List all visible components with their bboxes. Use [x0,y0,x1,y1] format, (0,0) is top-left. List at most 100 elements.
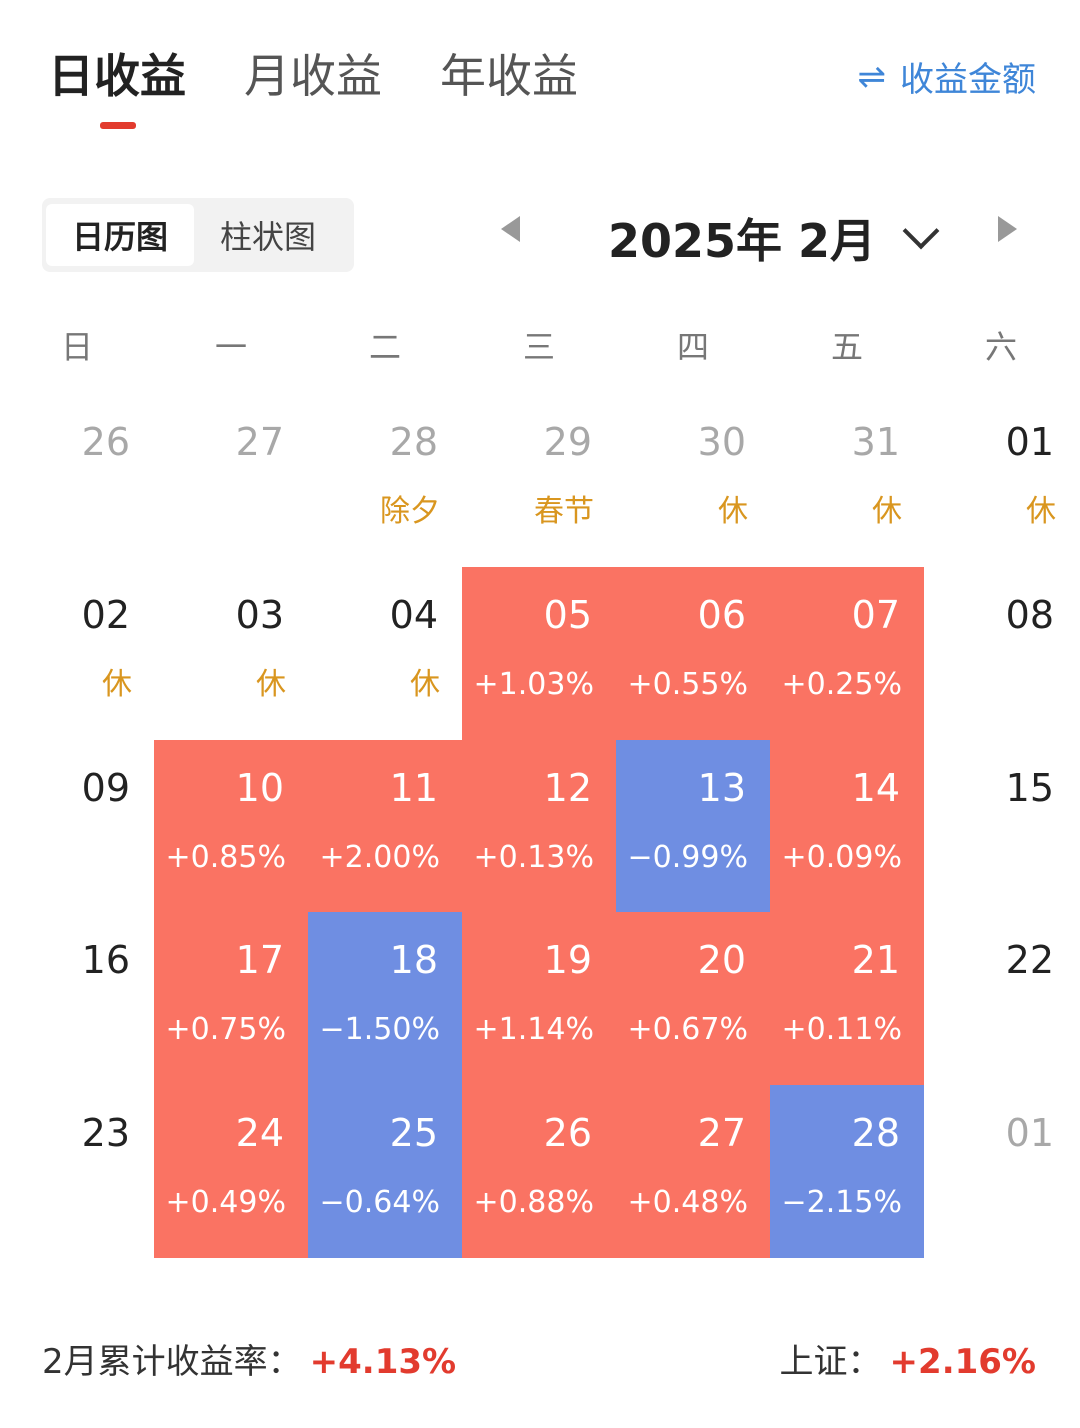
calendar-day-cell[interactable]: 06 +0.55% [616,567,770,740]
calendar-day-cell[interactable]: 22 [924,912,1078,1085]
shanghai-index-return: 上证： +2.16% [780,1334,1036,1383]
holiday-label: 休 [872,494,902,529]
daily-return-value: +1.03% [473,667,594,702]
calendar-day-cell[interactable]: 27 +0.48% [616,1085,770,1258]
day-number: 06 [697,593,746,637]
chevron-down-icon [902,212,940,250]
day-number: 15 [1005,766,1054,810]
calendar-day-cell[interactable]: 23 [0,1085,154,1258]
calendar-day-cell[interactable]: 03 休 [154,567,308,740]
daily-return-value: +0.49% [165,1185,286,1220]
calendar-day-cell[interactable]: 21 +0.11% [770,912,924,1085]
day-number: 28 [389,420,438,464]
calendar-day-cell[interactable]: 15 [924,740,1078,913]
day-number: 12 [543,766,592,810]
bar-chart-view-button[interactable]: 柱状图 [219,218,316,256]
calendar-day-cell[interactable]: 19 +1.14% [462,912,616,1085]
summary-footer: 2月累计收益率： +4.13% 上证： +2.16% [42,1334,1036,1384]
day-number: 28 [851,1111,900,1155]
index-return-value: +2.16% [889,1342,1036,1382]
daily-return-value: −2.15% [781,1185,902,1220]
calendar-day-cell[interactable]: 24 +0.49% [154,1085,308,1258]
calendar-day-cell[interactable]: 26 [0,394,154,567]
return-amount-label: 收益金额 [900,60,1036,100]
day-number: 02 [81,593,130,637]
calendar-day-cell[interactable]: 14 +0.09% [770,740,924,913]
tab-yearly-return[interactable]: 年收益 [440,49,578,103]
day-number: 27 [697,1111,746,1155]
daily-return-value: +0.85% [165,840,286,875]
day-number: 26 [543,1111,592,1155]
weekday-label: 二 [368,328,401,366]
calendar-day-cell[interactable]: 30 休 [616,394,770,567]
day-number: 23 [81,1111,130,1155]
day-number: 07 [851,593,900,637]
daily-return-value: +0.11% [781,1012,902,1047]
day-number: 14 [851,766,900,810]
daily-return-value: −1.50% [319,1012,440,1047]
daily-return-value: +0.48% [627,1185,748,1220]
daily-return-value: +0.09% [781,840,902,875]
day-number: 03 [235,593,284,637]
calendar-day-cell[interactable]: 12 +0.13% [462,740,616,913]
next-month-icon[interactable] [998,216,1017,242]
calendar-day-cell[interactable]: 09 [0,740,154,913]
daily-return-value: +0.67% [627,1012,748,1047]
holiday-label: 休 [102,667,132,702]
day-number: 16 [81,938,130,982]
calendar-day-cell[interactable]: 17 +0.75% [154,912,308,1085]
calendar-day-cell[interactable]: 25 −0.64% [308,1085,462,1258]
calendar-day-cell[interactable]: 20 +0.67% [616,912,770,1085]
holiday-label: 休 [1026,494,1056,529]
calendar-day-cell[interactable]: 04 休 [308,567,462,740]
calendar-day-cell[interactable]: 08 [924,567,1078,740]
day-number: 31 [851,420,900,464]
calendar-day-cell[interactable]: 01 休 [924,394,1078,567]
day-number: 09 [81,766,130,810]
calendar-day-cell[interactable]: 01 [924,1085,1078,1258]
calendar-day-cell[interactable]: 07 +0.25% [770,567,924,740]
holiday-label: 休 [718,494,748,529]
calendar-day-cell[interactable]: 10 +0.85% [154,740,308,913]
calendar-day-cell[interactable]: 02 休 [0,567,154,740]
daily-return-value: +0.75% [165,1012,286,1047]
return-amount-toggle[interactable]: ⇌ 收益金额 [858,52,1037,101]
tab-monthly-return[interactable]: 月收益 [244,49,382,103]
calendar-day-cell[interactable]: 18 −1.50% [308,912,462,1085]
calendar-day-cell[interactable]: 29 春节 [462,394,616,567]
weekday-label: 一 [214,328,247,366]
calendar-day-cell[interactable]: 31 休 [770,394,924,567]
calendar-day-cell[interactable]: 16 [0,912,154,1085]
index-return-label: 上证： [779,1342,882,1382]
calendar-day-cell[interactable]: 13 −0.99% [616,740,770,913]
month-return-value: +4.13% [309,1342,457,1382]
active-tab-indicator [100,122,136,129]
day-number: 21 [851,938,900,982]
daily-return-value: +0.55% [627,667,748,702]
previous-month-icon[interactable] [501,216,520,242]
calendar-day-cell[interactable]: 11 +2.00% [308,740,462,913]
daily-return-value: +0.25% [781,667,902,702]
calendar-day-cell[interactable]: 27 [154,394,308,567]
calendar-day-cell[interactable]: 26 +0.88% [462,1085,616,1258]
day-number: 19 [543,938,592,982]
month-cumulative-return: 2月累计收益率： +4.13% [42,1334,456,1383]
tab-daily-return[interactable]: 日收益 [48,49,186,103]
day-number: 01 [1005,420,1054,464]
day-number: 24 [235,1111,284,1155]
period-tabs: 日收益 月收益 年收益 [48,44,636,114]
weekday-label: 日 [60,328,93,366]
month-title: 2025年 2月 [608,214,877,268]
weekday-label: 五 [830,328,863,366]
holiday-label: 春节 [534,494,594,529]
calendar-view-button[interactable]: 日历图 [46,204,194,266]
month-picker[interactable]: 2025年 2月 [608,205,940,271]
calendar-day-cell[interactable]: 28 除夕 [308,394,462,567]
weekday-label: 六 [984,328,1017,366]
weekday-label: 三 [522,328,555,366]
day-number: 01 [1005,1111,1054,1155]
calendar-day-cell[interactable]: 28 −2.15% [770,1085,924,1258]
daily-return-value: +1.14% [473,1012,594,1047]
calendar-day-cell[interactable]: 05 +1.03% [462,567,616,740]
daily-return-value: +0.88% [473,1185,594,1220]
